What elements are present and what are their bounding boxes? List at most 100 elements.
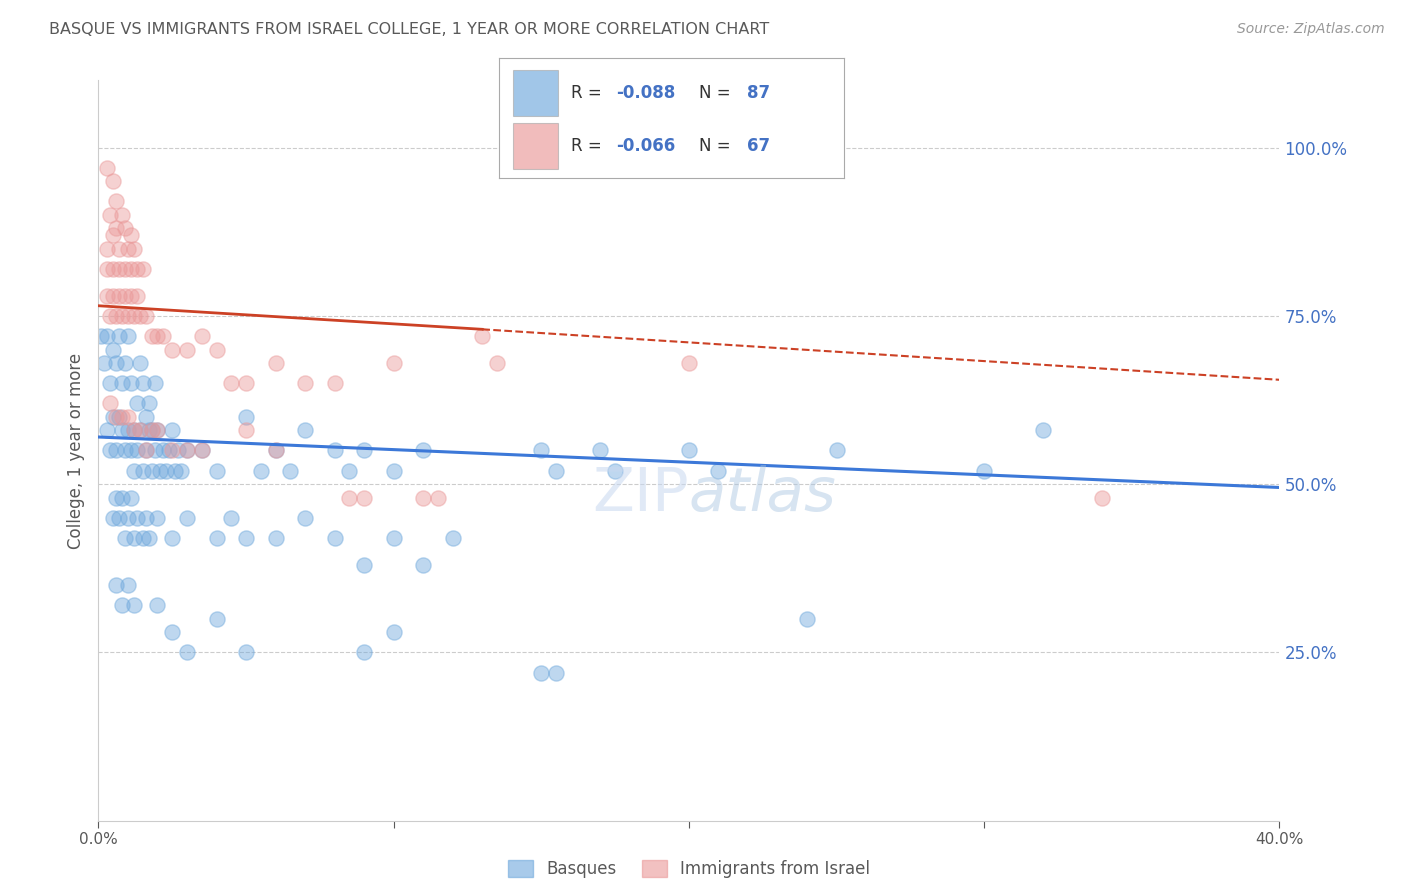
Point bbox=[105, 443, 128, 458]
Point bbox=[117, 423, 139, 437]
Point bbox=[111, 376, 134, 391]
Point bbox=[530, 665, 553, 680]
Point bbox=[796, 612, 818, 626]
Point bbox=[103, 343, 125, 357]
Point bbox=[98, 208, 121, 222]
Point bbox=[105, 578, 128, 592]
Point bbox=[108, 510, 131, 524]
Point bbox=[103, 510, 125, 524]
Point bbox=[122, 423, 145, 437]
Point bbox=[323, 531, 346, 545]
Point bbox=[165, 464, 187, 478]
Point bbox=[280, 464, 302, 478]
Point bbox=[122, 531, 145, 545]
Point bbox=[111, 309, 134, 323]
Point bbox=[138, 423, 160, 437]
Point bbox=[427, 491, 450, 505]
Point bbox=[205, 343, 228, 357]
Point bbox=[132, 261, 155, 276]
Point bbox=[162, 443, 183, 458]
Point bbox=[120, 443, 142, 458]
Point bbox=[122, 309, 145, 323]
Point bbox=[105, 491, 128, 505]
Point bbox=[191, 329, 214, 343]
Point bbox=[176, 443, 198, 458]
Point bbox=[353, 491, 375, 505]
Point bbox=[114, 531, 136, 545]
Point bbox=[589, 443, 612, 458]
Point bbox=[108, 288, 131, 302]
Point bbox=[120, 288, 142, 302]
Point bbox=[167, 443, 190, 458]
Point bbox=[108, 409, 131, 424]
Point bbox=[191, 443, 214, 458]
Point bbox=[264, 443, 287, 458]
Point bbox=[111, 599, 134, 613]
Point bbox=[103, 228, 125, 243]
Point bbox=[323, 443, 346, 458]
Point bbox=[138, 396, 160, 410]
Point bbox=[221, 376, 243, 391]
Text: R =: R = bbox=[571, 84, 607, 102]
Point bbox=[96, 288, 118, 302]
Point bbox=[98, 309, 121, 323]
Point bbox=[111, 409, 134, 424]
Point bbox=[1032, 423, 1054, 437]
Point bbox=[114, 221, 136, 235]
Point bbox=[149, 464, 172, 478]
Point bbox=[191, 443, 214, 458]
Point bbox=[98, 376, 121, 391]
Point bbox=[135, 409, 157, 424]
Text: -0.066: -0.066 bbox=[616, 136, 675, 155]
Point bbox=[146, 599, 169, 613]
Text: atlas: atlas bbox=[689, 466, 837, 524]
Point bbox=[146, 510, 169, 524]
Point bbox=[103, 261, 125, 276]
Point bbox=[176, 645, 198, 659]
Point bbox=[141, 329, 163, 343]
Point bbox=[128, 423, 150, 437]
Point bbox=[412, 491, 434, 505]
Point bbox=[339, 464, 361, 478]
Point bbox=[294, 510, 316, 524]
Point bbox=[114, 261, 136, 276]
Point bbox=[98, 396, 121, 410]
Point bbox=[162, 625, 183, 640]
Point bbox=[250, 464, 273, 478]
Point bbox=[146, 329, 169, 343]
Point bbox=[530, 443, 553, 458]
Point bbox=[486, 356, 509, 370]
Point bbox=[122, 242, 145, 256]
Point bbox=[111, 208, 134, 222]
Point bbox=[235, 376, 257, 391]
Point bbox=[111, 423, 134, 437]
Point bbox=[111, 491, 134, 505]
Point bbox=[122, 423, 145, 437]
Point bbox=[235, 645, 257, 659]
Point bbox=[135, 443, 157, 458]
Point bbox=[205, 612, 228, 626]
Point bbox=[105, 356, 128, 370]
Point bbox=[605, 464, 627, 478]
Point bbox=[125, 510, 148, 524]
Point bbox=[264, 356, 287, 370]
Point bbox=[294, 423, 316, 437]
FancyBboxPatch shape bbox=[513, 123, 558, 169]
Point bbox=[128, 423, 150, 437]
Point bbox=[117, 242, 139, 256]
Point bbox=[382, 625, 405, 640]
Point bbox=[117, 510, 139, 524]
Point bbox=[678, 443, 700, 458]
Point bbox=[135, 510, 157, 524]
Point bbox=[96, 329, 118, 343]
Point bbox=[143, 443, 166, 458]
Point bbox=[546, 665, 568, 680]
Point bbox=[93, 356, 115, 370]
Point bbox=[117, 309, 139, 323]
Point bbox=[143, 376, 166, 391]
Text: 67: 67 bbox=[747, 136, 770, 155]
Point bbox=[108, 329, 131, 343]
Point bbox=[103, 409, 125, 424]
Point bbox=[176, 510, 198, 524]
Point bbox=[105, 309, 128, 323]
